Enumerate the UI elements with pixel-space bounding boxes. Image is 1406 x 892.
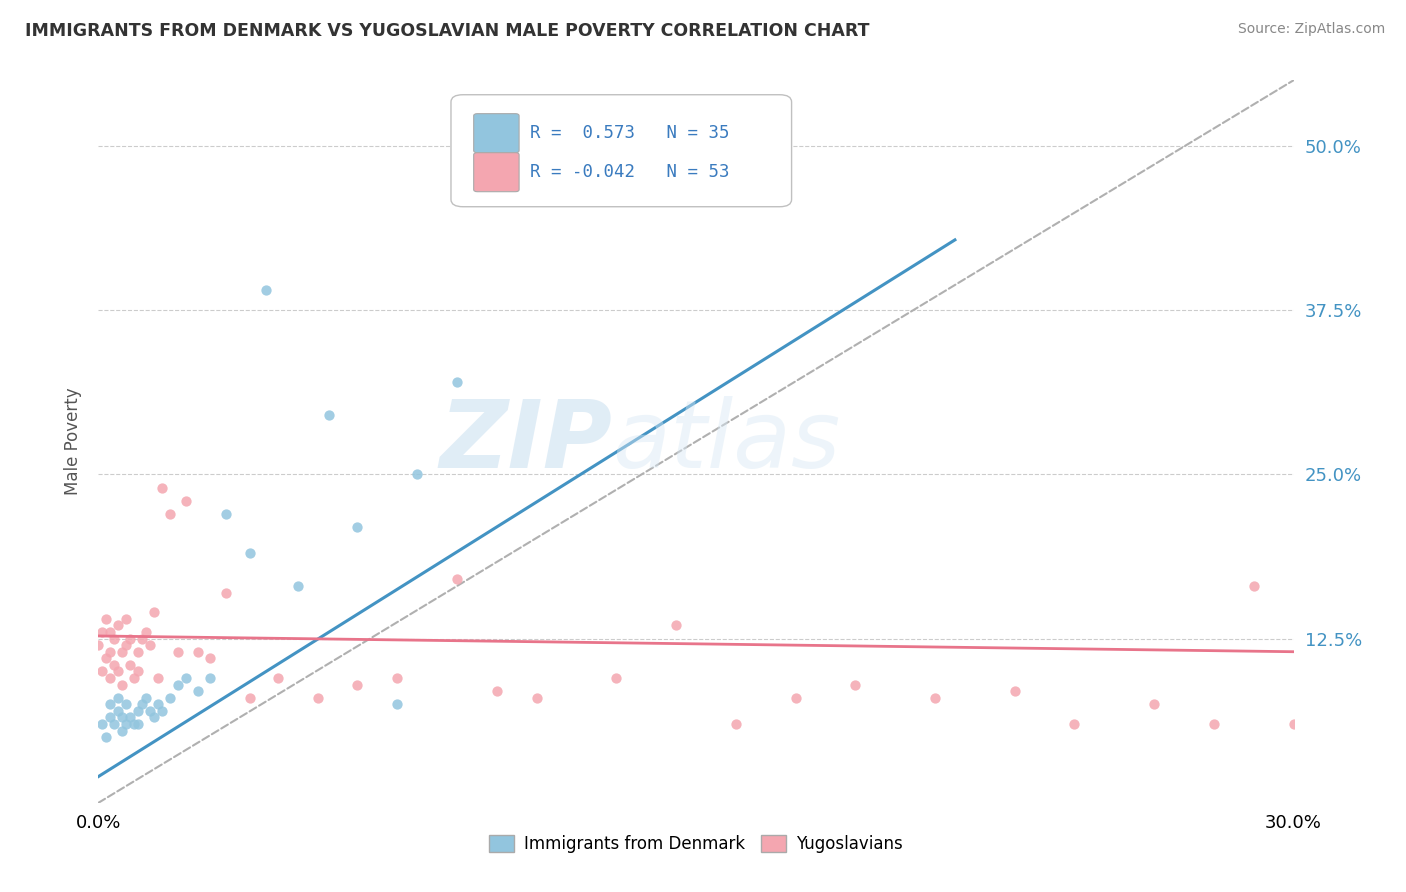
Point (485, 684, 508, 698)
Point (115, 612, 138, 626)
Point (107, 618, 129, 632)
Point (103, 657, 125, 672)
Point (307, 690, 329, 705)
Point (111, 723, 134, 738)
Point (446, 376, 468, 390)
Point (135, 690, 157, 705)
Point (103, 717, 125, 731)
Point (665, 618, 688, 632)
Point (107, 690, 129, 705)
Point (924, 690, 946, 705)
Point (98, 645, 122, 659)
Point (96, 612, 118, 626)
Point (187, 684, 209, 698)
Point (844, 677, 866, 691)
Point (107, 704, 129, 718)
Point (143, 605, 166, 619)
Point (385, 698, 409, 712)
Point (98, 671, 122, 685)
Point (267, 671, 290, 685)
Point (148, 698, 170, 712)
Point (215, 507, 238, 521)
Point (139, 704, 162, 718)
FancyBboxPatch shape (451, 95, 792, 207)
Point (91, 717, 114, 731)
Point (406, 467, 429, 482)
Text: IMMIGRANTS FROM DENMARK VS YUGOSLAVIAN MALE POVERTY CORRELATION CHART: IMMIGRANTS FROM DENMARK VS YUGOSLAVIAN M… (25, 22, 870, 40)
Point (111, 677, 134, 691)
Point (111, 710, 134, 724)
Point (318, 409, 340, 423)
Point (1202, 717, 1225, 731)
FancyBboxPatch shape (474, 153, 519, 192)
Point (187, 645, 209, 659)
Point (446, 573, 468, 587)
Point (131, 698, 153, 712)
Point (346, 520, 368, 534)
Point (239, 546, 262, 560)
FancyBboxPatch shape (474, 113, 519, 153)
Text: R =  0.573   N = 35: R = 0.573 N = 35 (530, 124, 730, 142)
Point (346, 677, 368, 691)
Point (135, 625, 157, 640)
Text: Source: ZipAtlas.com: Source: ZipAtlas.com (1237, 22, 1385, 37)
Point (1243, 579, 1265, 593)
Point (150, 704, 173, 718)
Point (98, 625, 122, 640)
Point (120, 632, 142, 646)
Point (526, 690, 548, 705)
Point (167, 645, 190, 659)
Point (143, 710, 166, 724)
Point (120, 657, 142, 672)
Point (605, 671, 627, 685)
Point (115, 717, 138, 731)
Point (98, 710, 122, 724)
Point (107, 665, 129, 679)
Point (1282, 717, 1305, 731)
Point (115, 698, 138, 712)
Point (127, 717, 149, 731)
Point (254, 284, 277, 298)
Point (124, 671, 146, 685)
Point (96, 730, 118, 744)
Point (148, 671, 170, 685)
Point (127, 645, 149, 659)
Point (127, 665, 149, 679)
Point (385, 671, 409, 685)
Point (785, 690, 807, 705)
Point (1143, 698, 1166, 712)
Text: ZIP: ZIP (440, 395, 613, 488)
Point (159, 507, 181, 521)
Point (139, 638, 162, 652)
Point (198, 651, 221, 665)
Legend: Immigrants from Denmark, Yugoslavians: Immigrants from Denmark, Yugoslavians (482, 828, 910, 860)
Point (91, 665, 114, 679)
Point (174, 493, 197, 508)
Point (159, 690, 181, 705)
Point (91, 625, 114, 640)
Point (115, 638, 138, 652)
Point (287, 579, 309, 593)
Text: atlas: atlas (613, 396, 841, 487)
Point (239, 690, 262, 705)
Point (98, 698, 122, 712)
Point (150, 481, 173, 495)
Point (124, 717, 146, 731)
Point (111, 645, 134, 659)
Point (167, 677, 190, 691)
Point (198, 671, 221, 685)
Point (87, 638, 110, 652)
Point (1004, 684, 1026, 698)
Point (724, 717, 747, 731)
Point (127, 704, 149, 718)
Point (1063, 717, 1085, 731)
Point (96, 651, 118, 665)
Text: R = -0.042   N = 53: R = -0.042 N = 53 (530, 163, 730, 181)
Y-axis label: Male Poverty: Male Poverty (65, 388, 83, 495)
Point (174, 671, 197, 685)
Point (103, 632, 125, 646)
Point (120, 710, 142, 724)
Point (131, 632, 153, 646)
Point (215, 585, 238, 599)
